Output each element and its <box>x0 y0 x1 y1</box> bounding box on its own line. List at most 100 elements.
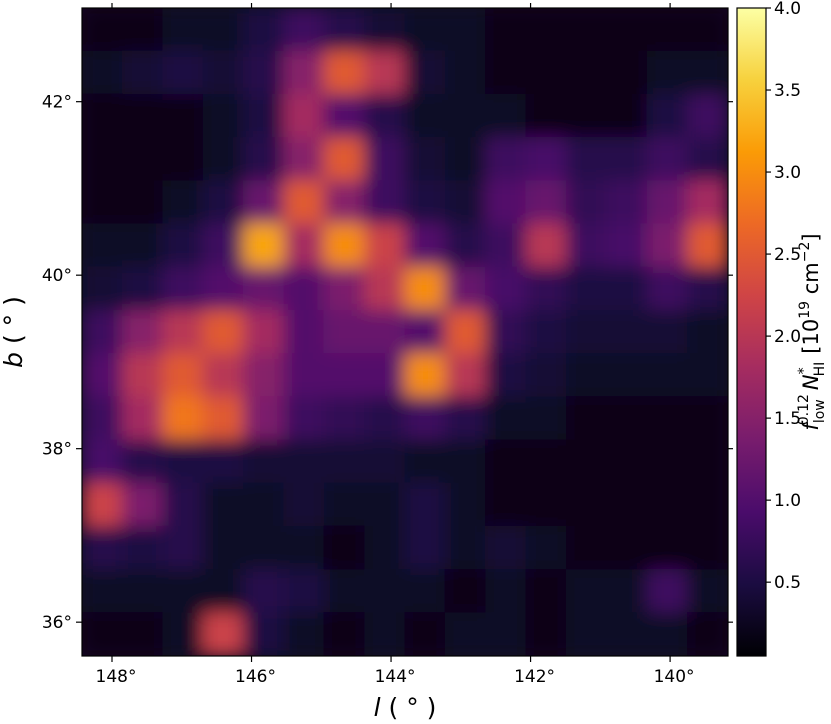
y-axis-label: b ( ° ) <box>0 296 28 368</box>
heatmap-cell <box>566 223 608 268</box>
heatmap-cell <box>687 353 728 398</box>
heatmap-cell <box>82 137 123 182</box>
heatmap-cell <box>243 353 285 398</box>
cb-f: f <box>799 420 823 431</box>
heatmap-cell <box>404 569 446 614</box>
heatmap-cell <box>444 612 487 656</box>
heatmap-cell <box>606 137 648 182</box>
heatmap-cell <box>606 266 648 311</box>
heatmap-cell <box>444 569 487 614</box>
heatmap-cell <box>283 309 325 355</box>
heatmap-cell <box>82 8 123 52</box>
heatmap-cell <box>485 137 527 182</box>
heatmap-cell <box>121 50 164 95</box>
heatmap-cell <box>566 569 608 614</box>
heatmap-cell <box>444 525 487 571</box>
heatmap-cell <box>121 569 164 614</box>
heatmap-cell <box>646 525 689 571</box>
heatmap-cell <box>404 223 446 268</box>
heatmap-cell <box>444 309 487 355</box>
cb-unit-open: [10 <box>799 319 823 354</box>
heatmap-cell <box>444 396 487 441</box>
colorbar-tick-label: 3.5 <box>774 81 801 101</box>
heatmap-cell <box>243 50 285 95</box>
heatmap-cell <box>121 439 164 484</box>
heatmap-cell <box>364 180 406 225</box>
heatmap-cell <box>121 180 164 225</box>
heatmap-cell <box>82 50 123 95</box>
heatmap-cell <box>243 8 285 52</box>
y-tick-label: 38° <box>42 440 72 460</box>
heatmap-cell <box>687 482 728 527</box>
heatmap-cell <box>525 439 567 484</box>
heatmap-cell <box>162 50 204 95</box>
x-tick-label: 148° <box>96 667 137 687</box>
heatmap-cell <box>162 266 204 311</box>
heatmap-cell <box>162 93 204 139</box>
heatmap-cell <box>323 8 366 52</box>
heatmap-cell <box>606 525 648 571</box>
heatmap-cell <box>566 266 608 311</box>
heatmap-cell <box>606 569 648 614</box>
heatmap-cell <box>606 93 648 139</box>
heatmap-cell <box>323 396 366 441</box>
x-label-symbol: l <box>374 693 381 722</box>
heatmap-cell <box>283 93 325 139</box>
heatmap-cell <box>162 309 204 355</box>
heatmap-cell <box>525 266 567 311</box>
heatmap-cell <box>606 353 648 398</box>
heatmap-cell <box>687 8 728 52</box>
heatmap-cell <box>243 569 285 614</box>
cb-unit-cm: cm <box>799 262 823 301</box>
heatmap-cell <box>687 612 728 656</box>
heatmap-cell <box>323 353 366 398</box>
heatmap-cell <box>364 93 406 139</box>
heatmap-cell <box>82 525 123 571</box>
heatmap-cell <box>202 50 244 95</box>
heatmap-cell <box>404 93 446 139</box>
heatmap-cell <box>525 137 567 182</box>
heatmap-cell <box>162 353 204 398</box>
heatmap-cell <box>485 353 527 398</box>
heatmap-cell <box>243 266 285 311</box>
heatmap-cell <box>243 223 285 268</box>
heatmap-cell <box>283 137 325 182</box>
heatmap-cell <box>444 50 487 95</box>
heatmap-cell <box>283 569 325 614</box>
heatmap-cell <box>364 266 406 311</box>
heatmap-cell <box>566 309 608 355</box>
heatmap-cell <box>485 569 527 614</box>
heatmap-cell <box>525 93 567 139</box>
heatmap-cell <box>121 137 164 182</box>
heatmap-cell <box>323 569 366 614</box>
heatmap-cell <box>121 266 164 311</box>
heatmap-cell <box>364 353 406 398</box>
x-tick-label: 144° <box>375 667 416 687</box>
heatmap-cell <box>283 223 325 268</box>
heatmap-cell <box>364 8 406 52</box>
heatmap-cell <box>82 482 123 527</box>
x-tick-label: 142° <box>514 667 555 687</box>
heatmap-cell <box>646 223 689 268</box>
colorbar-tick-label: 3.0 <box>774 163 801 183</box>
cb-unit-exp: 19 <box>797 301 813 319</box>
heatmap-cell <box>485 612 527 656</box>
heatmap-cell <box>202 569 244 614</box>
heatmap-cell <box>82 266 123 311</box>
heatmap-cell <box>202 439 244 484</box>
heatmap-cell <box>606 50 648 95</box>
y-tick-label: 36° <box>42 613 72 633</box>
heatmap-cell <box>323 50 366 95</box>
heatmap-cell <box>444 93 487 139</box>
heatmap-cell <box>202 266 244 311</box>
heatmap-cell <box>444 482 487 527</box>
heatmap-cell <box>364 309 406 355</box>
heatmap-cell <box>646 353 689 398</box>
heatmap-cell <box>283 482 325 527</box>
heatmap-cell <box>82 309 123 355</box>
heatmap-cell <box>283 525 325 571</box>
heatmap-cell <box>121 309 164 355</box>
heatmap-cell <box>404 396 446 441</box>
heatmap-cell <box>606 180 648 225</box>
heatmap-cell <box>283 396 325 441</box>
